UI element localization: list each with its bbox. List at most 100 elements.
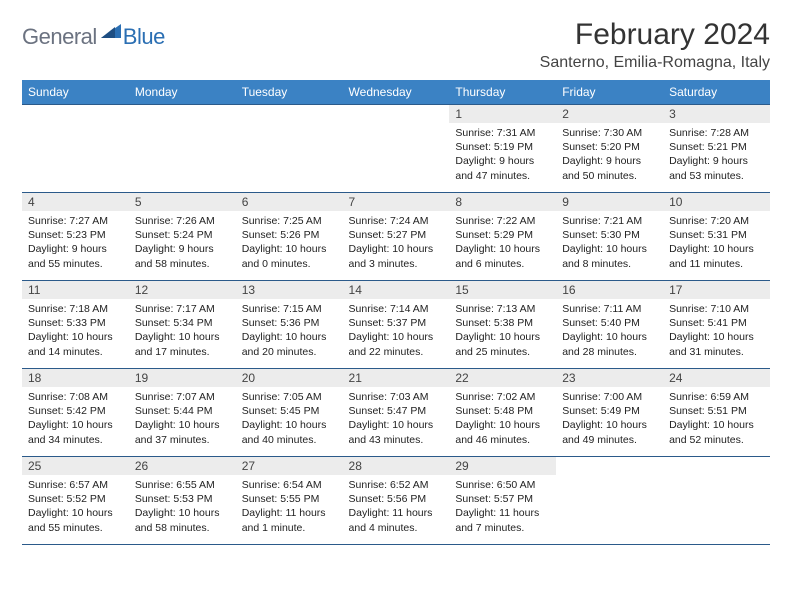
- day-body: Sunrise: 7:26 AMSunset: 5:24 PMDaylight:…: [129, 211, 236, 275]
- day-number: 20: [236, 369, 343, 387]
- calendar-week-row: 11Sunrise: 7:18 AMSunset: 5:33 PMDayligh…: [22, 281, 770, 369]
- logo: General Blue: [22, 18, 165, 50]
- day-number: 6: [236, 193, 343, 211]
- day-number: 21: [343, 369, 450, 387]
- sunrise-text: Sunrise: 6:59 AM: [669, 390, 764, 404]
- sunrise-text: Sunrise: 7:07 AM: [135, 390, 230, 404]
- sunrise-text: Sunrise: 7:20 AM: [669, 214, 764, 228]
- calendar-body: 1Sunrise: 7:31 AMSunset: 5:19 PMDaylight…: [22, 105, 770, 545]
- sunrise-text: Sunrise: 6:55 AM: [135, 478, 230, 492]
- sunset-text: Sunset: 5:44 PM: [135, 404, 230, 418]
- calendar-day-cell: 25Sunrise: 6:57 AMSunset: 5:52 PMDayligh…: [22, 457, 129, 545]
- sunrise-text: Sunrise: 7:15 AM: [242, 302, 337, 316]
- daylight-text: Daylight: 10 hours and 31 minutes.: [669, 330, 764, 358]
- daylight-text: Daylight: 10 hours and 25 minutes.: [455, 330, 550, 358]
- sunset-text: Sunset: 5:40 PM: [562, 316, 657, 330]
- sunrise-text: Sunrise: 7:31 AM: [455, 126, 550, 140]
- day-number: 13: [236, 281, 343, 299]
- day-number: 29: [449, 457, 556, 475]
- weekday-header: Friday: [556, 80, 663, 105]
- sunset-text: Sunset: 5:42 PM: [28, 404, 123, 418]
- sunset-text: Sunset: 5:51 PM: [669, 404, 764, 418]
- calendar-day-cell: 11Sunrise: 7:18 AMSunset: 5:33 PMDayligh…: [22, 281, 129, 369]
- logo-text-blue: Blue: [123, 24, 165, 50]
- header: General Blue February 2024 Santerno, Emi…: [22, 18, 770, 72]
- sunset-text: Sunset: 5:20 PM: [562, 140, 657, 154]
- daylight-text: Daylight: 11 hours and 1 minute.: [242, 506, 337, 534]
- sunrise-text: Sunrise: 7:30 AM: [562, 126, 657, 140]
- calendar-day-cell: 26Sunrise: 6:55 AMSunset: 5:53 PMDayligh…: [129, 457, 236, 545]
- sunset-text: Sunset: 5:21 PM: [669, 140, 764, 154]
- day-body: Sunrise: 7:20 AMSunset: 5:31 PMDaylight:…: [663, 211, 770, 275]
- sunrise-text: Sunrise: 7:17 AM: [135, 302, 230, 316]
- daylight-text: Daylight: 10 hours and 11 minutes.: [669, 242, 764, 270]
- sunset-text: Sunset: 5:33 PM: [28, 316, 123, 330]
- day-body: Sunrise: 6:57 AMSunset: 5:52 PMDaylight:…: [22, 475, 129, 539]
- calendar-day-cell: 27Sunrise: 6:54 AMSunset: 5:55 PMDayligh…: [236, 457, 343, 545]
- daylight-text: Daylight: 10 hours and 17 minutes.: [135, 330, 230, 358]
- calendar-week-row: 1Sunrise: 7:31 AMSunset: 5:19 PMDaylight…: [22, 105, 770, 193]
- calendar-day-cell: 9Sunrise: 7:21 AMSunset: 5:30 PMDaylight…: [556, 193, 663, 281]
- day-number: 8: [449, 193, 556, 211]
- day-body: Sunrise: 7:21 AMSunset: 5:30 PMDaylight:…: [556, 211, 663, 275]
- calendar-day-cell: 14Sunrise: 7:14 AMSunset: 5:37 PMDayligh…: [343, 281, 450, 369]
- day-body: Sunrise: 7:13 AMSunset: 5:38 PMDaylight:…: [449, 299, 556, 363]
- day-number: 4: [22, 193, 129, 211]
- sunset-text: Sunset: 5:37 PM: [349, 316, 444, 330]
- calendar-day-cell: 6 Sunrise: 7:25 AMSunset: 5:26 PMDaylight…: [236, 193, 343, 281]
- day-body: Sunrise: 7:31 AMSunset: 5:19 PMDaylight:…: [449, 123, 556, 187]
- day-body: Sunrise: 7:05 AMSunset: 5:45 PMDaylight:…: [236, 387, 343, 451]
- logo-text-general: General: [22, 24, 97, 50]
- daylight-text: Daylight: 10 hours and 0 minutes.: [242, 242, 337, 270]
- calendar-day-cell: 21Sunrise: 7:03 AMSunset: 5:47 PMDayligh…: [343, 369, 450, 457]
- day-body: Sunrise: 7:08 AMSunset: 5:42 PMDaylight:…: [22, 387, 129, 451]
- day-body: Sunrise: 7:07 AMSunset: 5:44 PMDaylight:…: [129, 387, 236, 451]
- calendar-day-cell: 24Sunrise: 6:59 AMSunset: 5:51 PMDayligh…: [663, 369, 770, 457]
- sunrise-text: Sunrise: 7:25 AM: [242, 214, 337, 228]
- day-number: 5: [129, 193, 236, 211]
- sunrise-text: Sunrise: 7:24 AM: [349, 214, 444, 228]
- day-body: Sunrise: 7:27 AMSunset: 5:23 PMDaylight:…: [22, 211, 129, 275]
- sunrise-text: Sunrise: 7:27 AM: [28, 214, 123, 228]
- calendar-week-row: 18Sunrise: 7:08 AMSunset: 5:42 PMDayligh…: [22, 369, 770, 457]
- day-body: Sunrise: 7:18 AMSunset: 5:33 PMDaylight:…: [22, 299, 129, 363]
- daylight-text: Daylight: 10 hours and 3 minutes.: [349, 242, 444, 270]
- day-body: Sunrise: 7:03 AMSunset: 5:47 PMDaylight:…: [343, 387, 450, 451]
- calendar-day-cell: 8Sunrise: 7:22 AMSunset: 5:29 PMDaylight…: [449, 193, 556, 281]
- sunset-text: Sunset: 5:23 PM: [28, 228, 123, 242]
- sunset-text: Sunset: 5:26 PM: [242, 228, 337, 242]
- calendar-day-cell: 10Sunrise: 7:20 AMSunset: 5:31 PMDayligh…: [663, 193, 770, 281]
- calendar-day-cell: [343, 105, 450, 193]
- calendar-day-cell: 12Sunrise: 7:17 AMSunset: 5:34 PMDayligh…: [129, 281, 236, 369]
- daylight-text: Daylight: 10 hours and 28 minutes.: [562, 330, 657, 358]
- day-body: Sunrise: 7:28 AMSunset: 5:21 PMDaylight:…: [663, 123, 770, 187]
- calendar-day-cell: 28Sunrise: 6:52 AMSunset: 5:56 PMDayligh…: [343, 457, 450, 545]
- day-body: Sunrise: 6:59 AMSunset: 5:51 PMDaylight:…: [663, 387, 770, 451]
- day-body: Sunrise: 6:55 AMSunset: 5:53 PMDaylight:…: [129, 475, 236, 539]
- sunset-text: Sunset: 5:19 PM: [455, 140, 550, 154]
- sunrise-text: Sunrise: 7:28 AM: [669, 126, 764, 140]
- calendar-day-cell: 23Sunrise: 7:00 AMSunset: 5:49 PMDayligh…: [556, 369, 663, 457]
- sunset-text: Sunset: 5:53 PM: [135, 492, 230, 506]
- daylight-text: Daylight: 9 hours and 58 minutes.: [135, 242, 230, 270]
- calendar-day-cell: 16Sunrise: 7:11 AMSunset: 5:40 PMDayligh…: [556, 281, 663, 369]
- sunrise-text: Sunrise: 7:18 AM: [28, 302, 123, 316]
- sunset-text: Sunset: 5:48 PM: [455, 404, 550, 418]
- calendar-day-cell: 4Sunrise: 7:27 AMSunset: 5:23 PMDaylight…: [22, 193, 129, 281]
- sunrise-text: Sunrise: 7:05 AM: [242, 390, 337, 404]
- sunrise-text: Sunrise: 7:02 AM: [455, 390, 550, 404]
- weekday-header: Tuesday: [236, 80, 343, 105]
- daylight-text: Daylight: 10 hours and 20 minutes.: [242, 330, 337, 358]
- day-number: 17: [663, 281, 770, 299]
- daylight-text: Daylight: 11 hours and 7 minutes.: [455, 506, 550, 534]
- sunrise-text: Sunrise: 6:52 AM: [349, 478, 444, 492]
- day-body: Sunrise: 7:15 AMSunset: 5:36 PMDaylight:…: [236, 299, 343, 363]
- day-number: 14: [343, 281, 450, 299]
- sunrise-text: Sunrise: 6:57 AM: [28, 478, 123, 492]
- daylight-text: Daylight: 9 hours and 53 minutes.: [669, 154, 764, 182]
- sunset-text: Sunset: 5:45 PM: [242, 404, 337, 418]
- sunrise-text: Sunrise: 6:54 AM: [242, 478, 337, 492]
- weekday-header: Saturday: [663, 80, 770, 105]
- weekday-header: Sunday: [22, 80, 129, 105]
- day-number: 3: [663, 105, 770, 123]
